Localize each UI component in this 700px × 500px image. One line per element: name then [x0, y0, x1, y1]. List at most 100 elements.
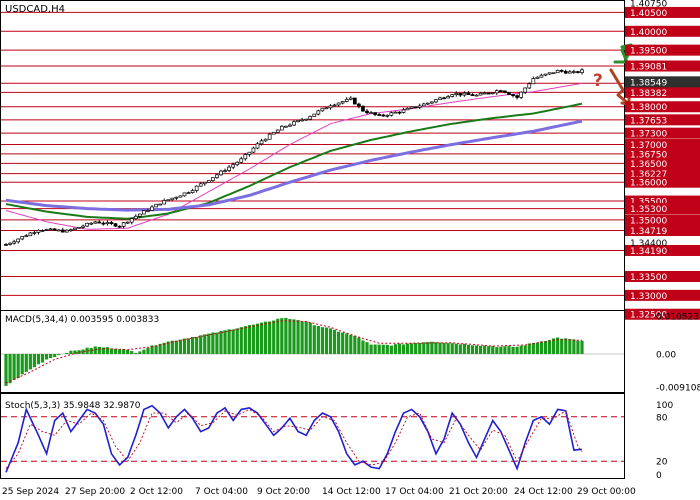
candle-body	[527, 83, 532, 89]
macd-panel: MACD(5,34,4) 0.003595 0.003833	[0, 310, 625, 393]
macd-bar	[101, 347, 105, 354]
macd-bar	[487, 346, 491, 354]
macd-bar	[349, 334, 353, 354]
macd-bar	[53, 354, 57, 358]
macd-bar	[515, 346, 519, 354]
price-level-box	[625, 25, 700, 37]
candle-body	[494, 90, 499, 94]
moving-average-line	[5, 102, 583, 220]
candle-body	[421, 103, 426, 107]
price-level-label: 1.35000	[630, 216, 667, 226]
price-level-box	[625, 114, 700, 126]
macd-bar	[519, 345, 523, 354]
macd-bar	[57, 354, 61, 356]
candle-body	[373, 112, 377, 115]
candle-body	[361, 105, 365, 112]
price-level-label: 1.33000	[630, 292, 667, 302]
macd-bar	[89, 347, 93, 354]
candle-body	[247, 151, 252, 155]
candle-body	[138, 213, 142, 217]
macd-bar	[511, 346, 515, 354]
candle-body	[450, 94, 455, 97]
price-level-label: 1.32500	[630, 311, 667, 321]
price-level-label: 1.37653	[630, 116, 667, 126]
macd-bar	[276, 318, 280, 354]
macd-bar	[401, 344, 406, 354]
price-level-box	[625, 203, 700, 215]
candle-body	[284, 125, 288, 128]
candle-body	[28, 232, 33, 237]
candle-body	[113, 223, 118, 227]
candle-body	[85, 222, 89, 227]
macd-bar	[49, 354, 53, 359]
macd-bar	[40, 354, 45, 363]
macd-bar	[255, 323, 260, 354]
stoch-axis: 100 80 20 0	[656, 401, 673, 481]
stoch-axis-label: 80	[656, 413, 668, 423]
macd-bar	[122, 349, 126, 354]
candle-body	[77, 226, 81, 229]
candle-body	[105, 222, 110, 225]
macd-bar	[308, 322, 312, 354]
candle-body	[288, 124, 292, 127]
macd-bar	[280, 318, 284, 354]
macd-bar	[523, 345, 527, 354]
macd-bar	[174, 340, 178, 354]
candle-body	[357, 103, 361, 107]
candle-body	[243, 154, 248, 160]
price-level-box	[625, 225, 700, 237]
candle-body	[24, 235, 29, 238]
candle-body	[563, 71, 568, 74]
macd-bar	[434, 342, 438, 354]
candle-body	[547, 72, 552, 75]
macd-bar	[296, 320, 300, 354]
price-level-label: 1.38000	[630, 103, 667, 113]
macd-bar	[243, 326, 247, 354]
price-level-label: 1.36227	[630, 170, 667, 180]
macd-bar	[69, 350, 73, 354]
candle-body	[235, 161, 240, 166]
candle-body	[474, 94, 479, 97]
candle-body	[60, 229, 65, 233]
macd-bar	[580, 340, 584, 354]
candle-body	[340, 101, 345, 104]
stoch-main-line	[5, 404, 583, 473]
candle-body	[89, 222, 94, 225]
macd-bar	[442, 342, 446, 354]
candle-body	[81, 225, 85, 228]
macd-bar	[219, 330, 223, 354]
stoch-axis-label: 0	[656, 471, 662, 481]
macd-bar	[341, 332, 345, 354]
candle-body	[178, 195, 183, 198]
macd-bar	[195, 336, 199, 354]
candle-body	[389, 112, 394, 116]
time-axis-label: 14 Oct 12:00	[322, 487, 381, 497]
macd-bar	[531, 343, 535, 354]
macd-bar	[215, 332, 219, 354]
candle-body	[219, 170, 223, 176]
macd-bar	[470, 345, 475, 354]
candle-body	[186, 192, 191, 195]
price-level-box	[625, 244, 700, 256]
candle-body	[64, 229, 69, 233]
candle-body	[202, 181, 207, 185]
candle-body	[198, 183, 203, 187]
price-level-box	[625, 157, 700, 169]
candle-body	[446, 96, 450, 99]
macd-bar	[251, 324, 256, 354]
candle-body	[251, 147, 256, 153]
macd-bar	[361, 340, 365, 354]
macd-bar	[397, 343, 402, 354]
macd-bar	[77, 350, 81, 354]
macd-bar	[328, 328, 333, 354]
candle-body	[16, 238, 21, 243]
candle-body	[146, 210, 150, 212]
macd-bar	[207, 333, 211, 354]
macd-bar	[312, 325, 316, 354]
candle-body	[324, 107, 329, 110]
candle-body	[539, 74, 544, 78]
price-level-box	[625, 289, 700, 301]
time-axis-label: 24 Oct 12:00	[514, 487, 573, 497]
price-level-box	[625, 127, 700, 139]
macd-bar	[166, 341, 170, 354]
